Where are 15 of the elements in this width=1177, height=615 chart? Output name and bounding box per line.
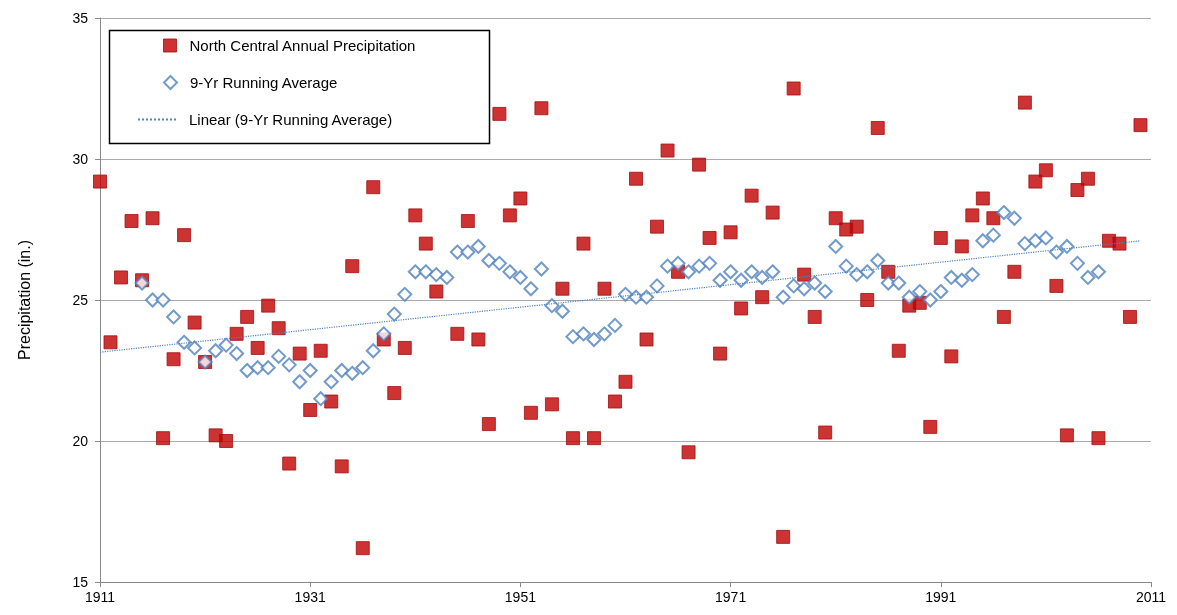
- y-tick-label: 15: [72, 574, 89, 590]
- x-tick-label: 1971: [715, 589, 747, 605]
- x-tick-label: 1931: [294, 589, 326, 605]
- y-tick-label: 30: [72, 151, 89, 167]
- x-tick-label: 1951: [504, 589, 537, 605]
- x-tick-label: 2011: [1135, 589, 1167, 605]
- legend-label: 9-Yr Running Average: [190, 74, 338, 91]
- y-tick-label: 25: [72, 292, 89, 308]
- legend-label: Linear (9-Yr Running Average): [189, 111, 393, 128]
- x-tick-label: 1991: [925, 589, 957, 605]
- y-tick-label: 20: [72, 433, 89, 449]
- y-axis-title: Precipitation (in.): [15, 239, 33, 361]
- x-tick-label: 1911: [84, 589, 116, 605]
- y-tick-label: 35: [72, 10, 89, 26]
- legend-label: North Central Annual Precipitation: [189, 37, 416, 54]
